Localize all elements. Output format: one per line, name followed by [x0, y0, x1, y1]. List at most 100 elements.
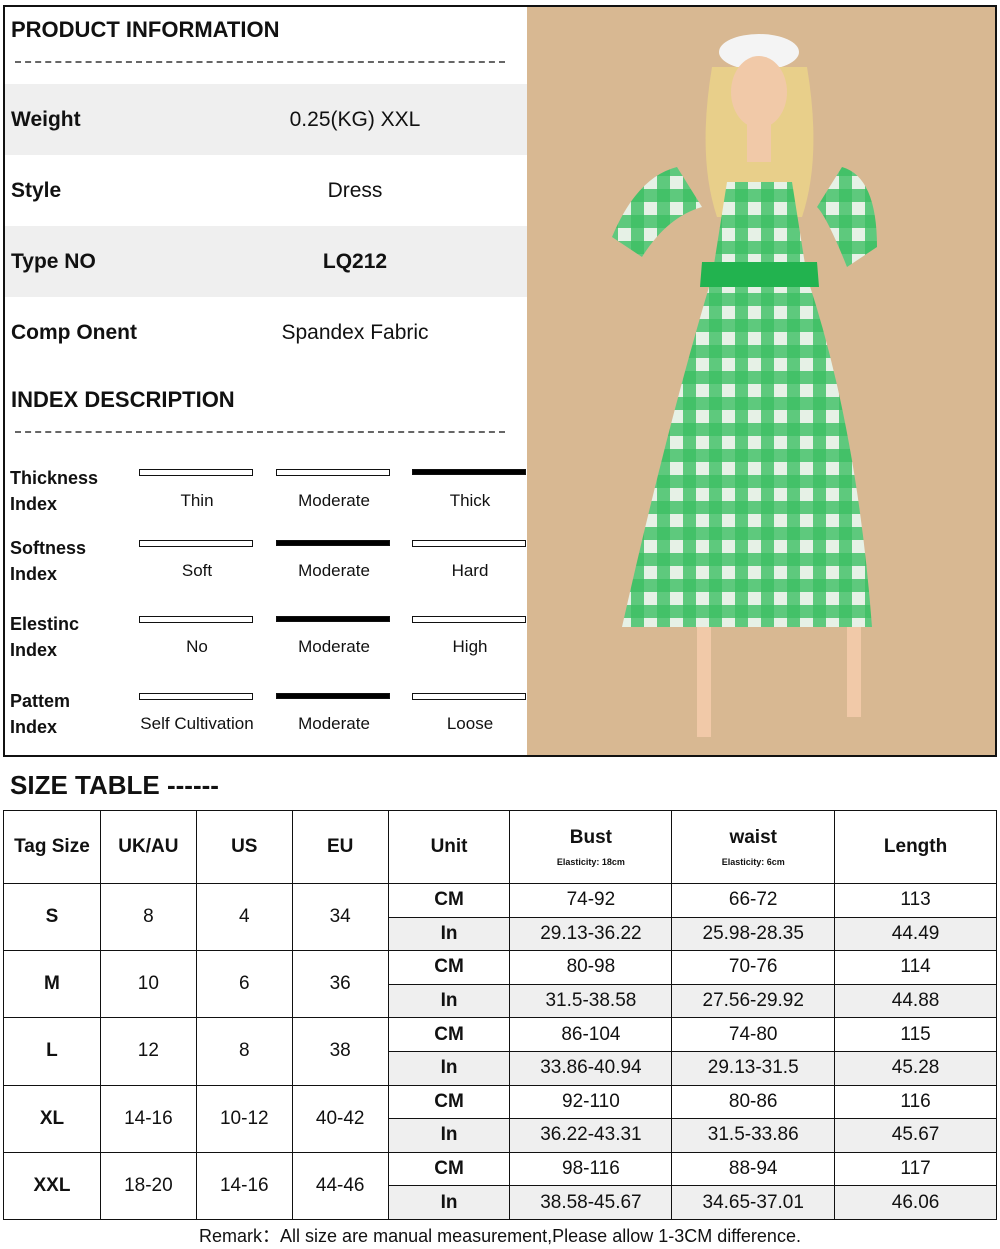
info-row: Comp Onent Spandex Fabric: [5, 297, 527, 368]
waist-cm: 88-94: [671, 1151, 836, 1187]
size-row-in: In 38.58-45.67 34.65-37.01 46.06: [4, 1185, 997, 1220]
index-label-line1: Thickness: [10, 468, 99, 488]
size-tag: XL: [3, 1084, 101, 1153]
unit-in: In: [387, 1050, 511, 1086]
column-header-label: Length: [883, 836, 948, 857]
index-row: Softness Index Soft Moderate Hard: [5, 535, 527, 605]
index-option: Thick: [449, 491, 491, 510]
unit-in: In: [387, 983, 511, 1019]
product-photo: [527, 7, 995, 755]
waist-cm: 80-86: [671, 1084, 836, 1120]
level-bar-selected: [276, 693, 390, 699]
size-uk: 14-16: [99, 1084, 197, 1153]
unit-cm: CM: [387, 950, 511, 985]
size-eu: 36: [291, 950, 389, 1019]
size-uk: 12: [99, 1017, 197, 1086]
index-option: Moderate: [298, 714, 370, 733]
index-option: Thin: [180, 491, 214, 510]
size-us: 14-16: [195, 1151, 293, 1220]
bust-cm: 86-104: [509, 1017, 673, 1052]
size-eu: 40-42: [291, 1084, 389, 1153]
level-bar: [139, 616, 253, 623]
divider: [15, 61, 505, 63]
column-header-label: Tag Size: [14, 836, 90, 857]
bust-in: 36.22-43.31: [509, 1118, 673, 1153]
bust-in: 31.5-38.58: [509, 983, 673, 1019]
index-option: Loose: [446, 714, 494, 733]
index-option: Self Cultivation: [140, 714, 254, 733]
unit-cm: CM: [387, 1151, 511, 1187]
index-label-line1: Pattem: [10, 691, 71, 711]
column-header: waist Elasticity: 6cm: [671, 810, 836, 884]
index-label-line1: Elestinc: [10, 614, 80, 634]
info-value: 0.25(KG) XXL: [289, 107, 421, 131]
size-tag: M: [3, 950, 101, 1019]
index-option: Hard: [451, 561, 489, 580]
size-us: 10-12: [195, 1084, 293, 1153]
column-header-label: US: [231, 836, 258, 857]
waist-cm: 66-72: [671, 883, 836, 918]
bust-note: Elasticity: 18cm: [556, 857, 625, 867]
level-bar-selected: [276, 540, 390, 546]
column-header: Bust Elasticity: 18cm: [509, 810, 673, 884]
divider: [15, 431, 505, 433]
length-cm: 117: [834, 1151, 997, 1187]
waist-note: Elasticity: 6cm: [721, 857, 785, 867]
size-table-title: SIZE TABLE ------: [10, 770, 219, 800]
level-bar-selected: [412, 469, 526, 475]
size-row-in: In 29.13-36.22 25.98-28.35 44.49: [4, 916, 997, 952]
unit-in: In: [387, 916, 511, 952]
index-option: No: [186, 637, 208, 656]
level-bar: [412, 616, 526, 623]
column-header-label: UK/AU: [118, 836, 179, 857]
index-label-line1: Softness: [10, 538, 87, 558]
size-uk: 8: [99, 882, 197, 952]
waist-cm: 70-76: [671, 950, 836, 985]
bust-cm: 80-98: [509, 950, 673, 985]
level-bar: [412, 540, 526, 547]
product-info-heading: PRODUCT INFORMATION: [11, 17, 280, 42]
info-value: LQ212: [322, 249, 388, 273]
index-label-line2: Index: [10, 494, 58, 514]
size-eu: 44-46: [291, 1151, 389, 1220]
info-label: Comp Onent: [11, 320, 137, 344]
column-header: UK/AU: [99, 810, 197, 884]
unit-cm: CM: [387, 1084, 511, 1120]
length-in: 44.49: [834, 916, 997, 952]
index-label: Thickness Index: [10, 465, 98, 517]
index-option: Moderate: [298, 637, 370, 656]
info-label: Weight: [11, 107, 81, 131]
size-us: 6: [195, 950, 293, 1019]
level-bar: [139, 693, 253, 700]
info-value: Spandex Fabric: [281, 320, 429, 344]
bust-in: 38.58-45.67: [509, 1185, 673, 1220]
info-label: Type NO: [11, 249, 96, 273]
column-header-label: Bust: [569, 827, 613, 848]
length-cm: 115: [834, 1017, 997, 1052]
length-in: 45.67: [834, 1118, 997, 1153]
index-row: Thickness Index Thin Moderate Thick: [5, 465, 527, 535]
bust-cm: 98-116: [509, 1151, 673, 1187]
size-table: Tag Size UK/AU US EU Unit Bust Elasticity: 18c…: [3, 810, 997, 1220]
size-eu: 34: [291, 882, 389, 952]
unit-in: In: [387, 1118, 511, 1153]
index-option: Moderate: [298, 491, 370, 510]
size-eu: 38: [291, 1017, 389, 1086]
size-tag: L: [3, 1017, 101, 1086]
length-in: 45.28: [834, 1050, 997, 1086]
length-cm: 114: [834, 950, 997, 985]
product-info-panel: PRODUCT INFORMATION INDEX DESCRIPTION We…: [3, 5, 997, 757]
bust-in: 33.86-40.94: [509, 1050, 673, 1086]
size-row-cm: XL 14-16 10-12 40-42 CM 92-110 80-86 116: [3, 1084, 997, 1153]
length-in: 46.06: [834, 1185, 997, 1220]
index-row: Pattem Index Self Cultivation Moderate Loose: [5, 688, 527, 758]
waist-cm: 74-80: [671, 1017, 836, 1052]
waist-in: 34.65-37.01: [671, 1185, 836, 1220]
waist-in: 29.13-31.5: [671, 1050, 836, 1086]
index-label: Pattem Index: [10, 688, 70, 740]
column-header: Tag Size: [3, 810, 101, 884]
column-header: Unit: [387, 810, 511, 884]
column-header-label: EU: [326, 836, 354, 857]
size-row-in: In 33.86-40.94 29.13-31.5 45.28: [4, 1050, 997, 1086]
unit-cm: CM: [387, 883, 511, 918]
